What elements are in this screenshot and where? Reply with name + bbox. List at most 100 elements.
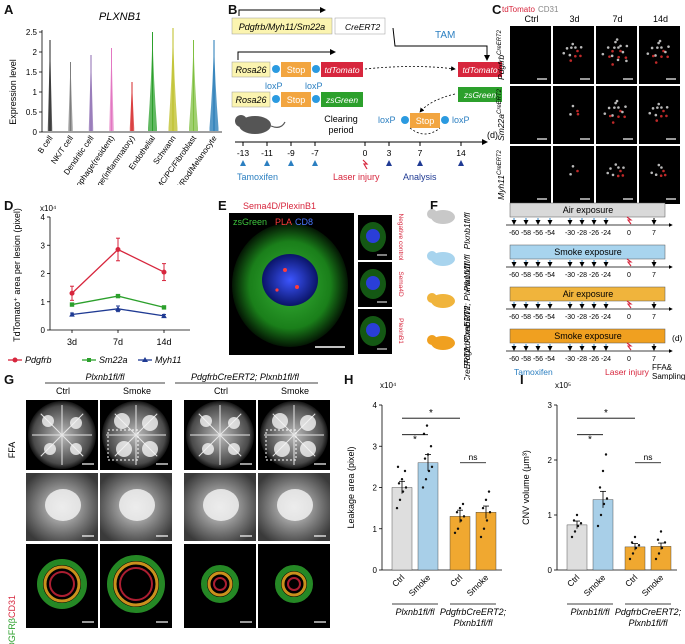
bar-point	[596, 524, 600, 528]
bar-point	[482, 527, 486, 530]
c-image-tile	[553, 146, 594, 204]
bar-ylabel: CNV volume (μm³)	[521, 450, 531, 525]
bar	[391, 487, 413, 571]
bar-point	[628, 557, 632, 561]
d-point	[161, 313, 167, 319]
group-label-2: Plxnb1fl/fl	[628, 618, 668, 628]
f-exposure-label: Smoke exposure	[554, 331, 622, 341]
panel-c-image-grid: tdTomato CD31 Ctrl 3d 7d 14d PdgfrbCreERT2 Sm…	[496, 5, 680, 204]
sig-label: ns	[644, 452, 653, 462]
f-tick: -58	[521, 272, 531, 279]
svg-text:period: period	[328, 125, 353, 135]
f-tick: 0	[627, 314, 631, 321]
svg-text:zsGreen: zsGreen	[463, 90, 496, 100]
bar-point	[488, 511, 492, 514]
b-tick: -11	[261, 148, 273, 158]
c-image-tile	[639, 26, 680, 84]
svg-text:PdgfrbCreERT2; Plxnb1fl/fl: PdgfrbCreERT2; Plxnb1fl/fl	[191, 372, 300, 382]
c-image-tile	[639, 146, 680, 204]
bar-point	[395, 506, 399, 510]
bar-point	[575, 513, 579, 517]
sig-label: *	[413, 435, 417, 446]
laser-label: Laser injury	[333, 172, 380, 182]
f-genotype-label: PdgfrbCreERT2; Plxnb1fl/fl	[462, 263, 472, 366]
bar-point	[404, 486, 408, 489]
f-exposure-label: Air exposure	[563, 289, 614, 299]
c-image-tile	[510, 26, 551, 84]
c-image-tile	[639, 86, 680, 144]
d-point	[115, 246, 121, 252]
svg-text:CD31: CD31	[538, 5, 559, 14]
e-side-label: Negative control	[397, 214, 404, 262]
d-xtick: 7d	[113, 337, 123, 347]
f-tick: -58	[521, 356, 531, 363]
bar-point	[400, 478, 404, 481]
d-point	[161, 269, 167, 275]
f-exposure-label: Smoke exposure	[554, 247, 622, 257]
panel-d-ylabel: TdTomato⁺ area per lesion (pixel)	[12, 208, 22, 342]
bar-point	[426, 453, 430, 456]
svg-text:Plxnb1fl/fl: Plxnb1fl/fl	[85, 372, 125, 382]
panel-d-label: D	[4, 198, 14, 213]
bar	[566, 524, 588, 571]
bar-ytick: 0	[548, 566, 553, 575]
c-col-label: 14d	[653, 14, 668, 24]
svg-text:Rosa26: Rosa26	[235, 95, 266, 105]
svg-text:loxP: loxP	[305, 81, 323, 91]
bar-point	[660, 546, 664, 550]
bar-point	[456, 527, 460, 530]
f-tick: 7	[652, 356, 656, 363]
bar-xtick: Smoke	[582, 572, 608, 598]
b-tick: 0	[363, 148, 368, 158]
bar-point	[453, 531, 457, 535]
f-tick: -60	[509, 356, 519, 363]
f-tick: -28	[577, 314, 587, 321]
c-image-tile	[596, 86, 637, 144]
bar-point	[421, 486, 425, 489]
panel-a-label: A	[4, 2, 14, 17]
bar-point	[663, 541, 667, 544]
f-tick: 7	[652, 314, 656, 321]
f-sampling-label: FFA&	[652, 363, 673, 372]
c-image-tile	[510, 86, 551, 144]
f-tick: -26	[589, 230, 599, 237]
f-tamoxifen-label: Tamoxifen	[514, 367, 553, 377]
bar-point	[637, 544, 641, 547]
bar-point	[631, 552, 635, 555]
bar-point	[424, 478, 428, 481]
b-tick: 7	[418, 148, 423, 158]
d-point	[69, 311, 75, 317]
f-tick: 7	[652, 230, 656, 237]
bar-multiplier: x10⁵	[555, 381, 571, 390]
f-unit: (d)	[672, 333, 683, 343]
bar-ylabel: Leakage area (pixel)	[346, 446, 356, 528]
c-col-label: Ctrl	[525, 14, 539, 24]
bar-point	[605, 497, 609, 500]
bar-ytick: 0	[373, 566, 378, 575]
c-image-tile	[596, 146, 637, 204]
f-tick: -26	[589, 356, 599, 363]
bar-point	[430, 465, 434, 469]
sig-label: *	[429, 408, 433, 419]
f-tick: -28	[577, 356, 587, 363]
f-tick: -28	[577, 230, 587, 237]
bar-xtick: Ctrl	[623, 572, 639, 588]
panel-b-label: B	[228, 2, 238, 17]
bar-ytick: 2	[548, 456, 553, 465]
d-ytick: 2	[41, 270, 46, 279]
panel-g-label: G	[4, 372, 15, 387]
a-ytick: 1	[33, 88, 38, 97]
group-label: PdgfrbCreERT2;	[615, 607, 682, 617]
svg-text:Stop: Stop	[287, 95, 306, 105]
panel-a-ylabel: Expression level	[8, 59, 18, 125]
cre-label: CreERT2	[345, 22, 381, 32]
bar-xtick: Ctrl	[390, 572, 406, 588]
f-tick: -56	[533, 272, 543, 279]
bar-point	[573, 530, 577, 533]
d-xtick: 14d	[156, 337, 171, 347]
d-ytick: 3	[41, 241, 46, 250]
bar-point	[572, 519, 576, 522]
svg-text:tdTomato: tdTomato	[462, 65, 497, 75]
bar-point	[459, 519, 463, 522]
